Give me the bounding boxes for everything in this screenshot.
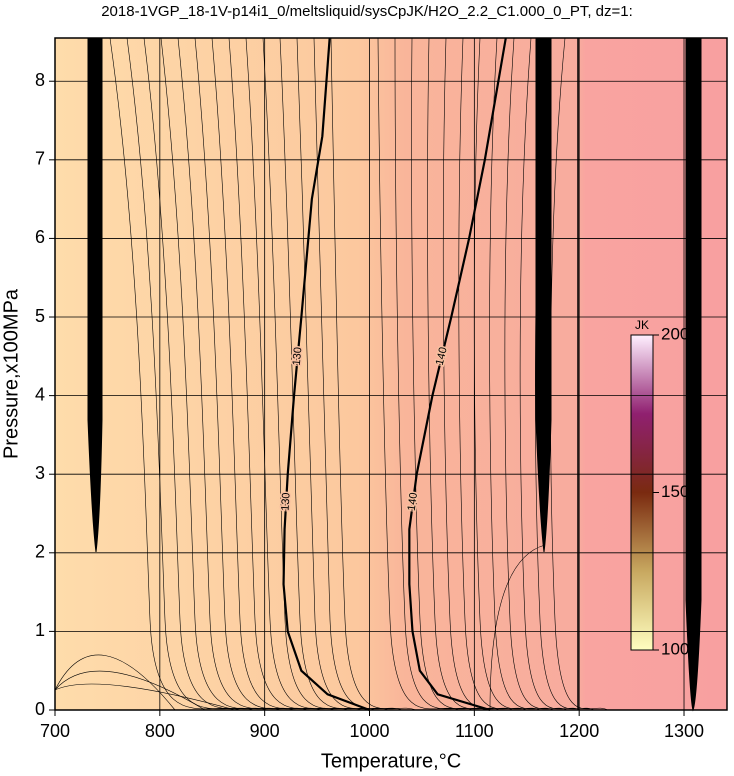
x-tick-label: 1200: [559, 721, 599, 741]
thin-contour: [519, 37, 581, 711]
y-axis-label: Pressure,x100MPa: [0, 288, 22, 459]
plot-background: [55, 38, 727, 710]
y-tick-label: 7: [35, 149, 45, 169]
contour-line: [408, 37, 507, 712]
x-tick-label: 700: [40, 721, 70, 741]
thin-contour: [54, 654, 176, 711]
contour-label: 140: [406, 492, 420, 512]
chart-title: 2018-1VGP_18-1V-p14i1_0/meltsliquid/sysC…: [101, 3, 633, 20]
y-tick-label: 4: [35, 384, 45, 404]
x-tick-label: 900: [250, 721, 280, 741]
thin-contour: [473, 37, 541, 711]
colorbar-tick-label: 200: [661, 324, 689, 343]
contour-label: 130: [280, 492, 293, 511]
thin-contour: [54, 683, 236, 711]
contour-line: [282, 37, 370, 712]
colorbar-tick-label: 150: [661, 482, 689, 501]
thin-contour: [489, 544, 546, 711]
y-tick-label: 6: [35, 227, 45, 247]
x-tick-label: 1300: [664, 721, 704, 741]
x-tick-label: 1100: [455, 721, 494, 741]
y-tick-label: 3: [35, 463, 45, 483]
colorbar: [630, 334, 654, 651]
thin-contour: [489, 37, 554, 711]
y-tick-label: 2: [35, 542, 45, 562]
colorbar-tick-label: 100: [661, 639, 689, 658]
y-tick-label: 8: [35, 70, 45, 90]
plot-frame: [54, 37, 728, 711]
thin-contour: [550, 37, 608, 711]
x-axis-label: Temperature,°C: [321, 750, 461, 772]
y-tick-label: 5: [35, 306, 45, 326]
thin-contour: [535, 37, 595, 711]
colorbar-label: JK: [635, 318, 649, 332]
x-tick-label: 1000: [349, 721, 389, 741]
y-tick-label: 0: [35, 699, 45, 719]
contour-label: 130: [291, 347, 305, 366]
y-tick-label: 1: [35, 620, 45, 640]
x-tick-label: 800: [145, 721, 175, 741]
contour-label: 140: [434, 346, 450, 367]
thin-contour: [504, 37, 568, 711]
